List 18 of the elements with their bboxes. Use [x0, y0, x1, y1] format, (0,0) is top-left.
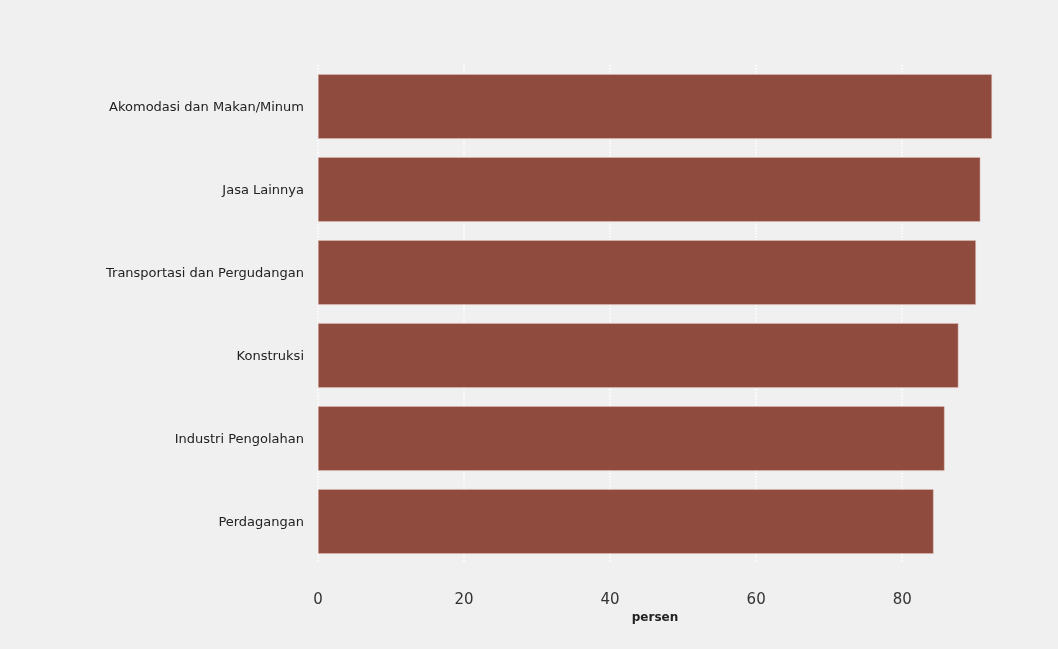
bar — [318, 406, 945, 471]
bar — [318, 240, 976, 305]
y-tick-label: Industri Pengolahan — [174, 431, 304, 446]
bar — [318, 489, 934, 554]
x-tick-label: 80 — [892, 589, 912, 608]
bar — [318, 323, 959, 388]
x-axis-title: persen — [631, 610, 679, 624]
y-tick-label: Akomodasi dan Makan/Minum — [109, 99, 304, 114]
x-tick-label: 20 — [454, 589, 474, 608]
bar — [318, 157, 981, 222]
x-tick-label: 0 — [313, 589, 323, 608]
y-tick-label: Transportasi dan Pergudangan — [105, 265, 304, 280]
y-tick-label: Konstruksi — [236, 348, 304, 363]
x-tick-label: 60 — [746, 589, 766, 608]
bar — [318, 74, 992, 139]
x-tick-label: 40 — [600, 589, 620, 608]
y-tick-label: Perdagangan — [218, 514, 304, 529]
y-tick-label: Jasa Lainnya — [221, 182, 304, 197]
